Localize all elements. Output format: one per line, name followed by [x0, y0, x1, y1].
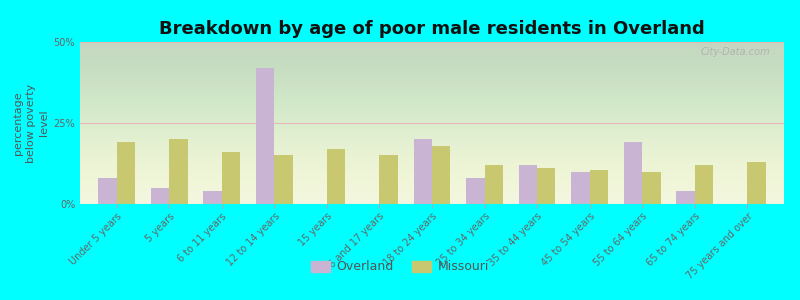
Bar — [694, 165, 713, 204]
Bar — [537, 168, 555, 204]
Title: Breakdown by age of poor male residents in Overland: Breakdown by age of poor male residents … — [159, 20, 705, 38]
Bar — [98, 178, 117, 204]
Bar — [676, 191, 694, 204]
Bar — [151, 188, 170, 204]
Bar — [571, 172, 590, 204]
Bar — [747, 162, 766, 204]
Bar — [642, 172, 661, 204]
Bar — [466, 178, 485, 204]
Bar — [117, 142, 135, 204]
Bar — [274, 155, 293, 204]
Bar — [518, 165, 537, 204]
Legend: Overland, Missouri: Overland, Missouri — [306, 256, 494, 278]
Bar — [485, 165, 503, 204]
Bar — [379, 155, 398, 204]
Bar — [170, 139, 188, 204]
Bar — [432, 146, 450, 204]
Bar — [414, 139, 432, 204]
Bar — [624, 142, 642, 204]
Bar — [590, 170, 608, 204]
Bar — [203, 191, 222, 204]
Bar — [222, 152, 240, 204]
Bar — [327, 149, 346, 204]
Bar — [256, 68, 274, 204]
Y-axis label: percentage
below poverty
level: percentage below poverty level — [13, 83, 50, 163]
Text: City-Data.com: City-Data.com — [700, 47, 770, 57]
